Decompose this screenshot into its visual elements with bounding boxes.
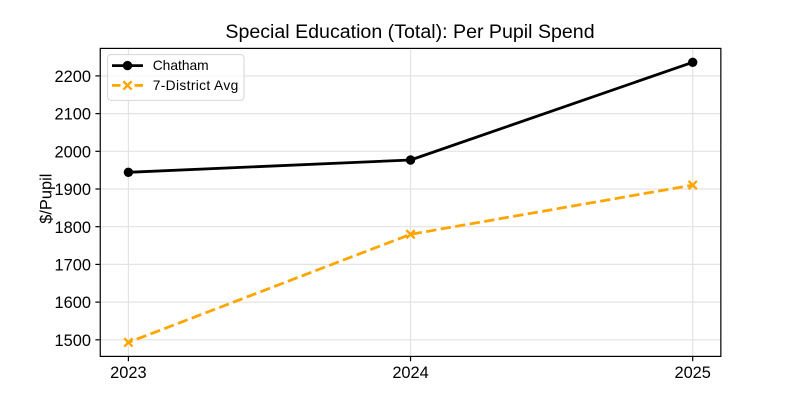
svg-text:1500: 1500 xyxy=(55,332,91,350)
svg-text:2023: 2023 xyxy=(110,364,146,382)
svg-text:Chatham: Chatham xyxy=(153,58,209,73)
svg-text:1600: 1600 xyxy=(55,294,91,312)
svg-text:2024: 2024 xyxy=(392,364,428,382)
svg-text:1900: 1900 xyxy=(55,181,91,199)
svg-text:2200: 2200 xyxy=(55,68,91,86)
svg-text:2000: 2000 xyxy=(55,143,91,161)
svg-text:1700: 1700 xyxy=(55,256,91,274)
svg-text:$/Pupil: $/Pupil xyxy=(37,174,55,224)
svg-text:Special Education (Total): Per: Special Education (Total): Per Pupil Spe… xyxy=(225,21,594,43)
svg-text:2025: 2025 xyxy=(674,364,710,382)
svg-text:7-District Avg: 7-District Avg xyxy=(153,78,239,93)
svg-text:1800: 1800 xyxy=(55,219,91,237)
svg-text:2100: 2100 xyxy=(55,106,91,124)
